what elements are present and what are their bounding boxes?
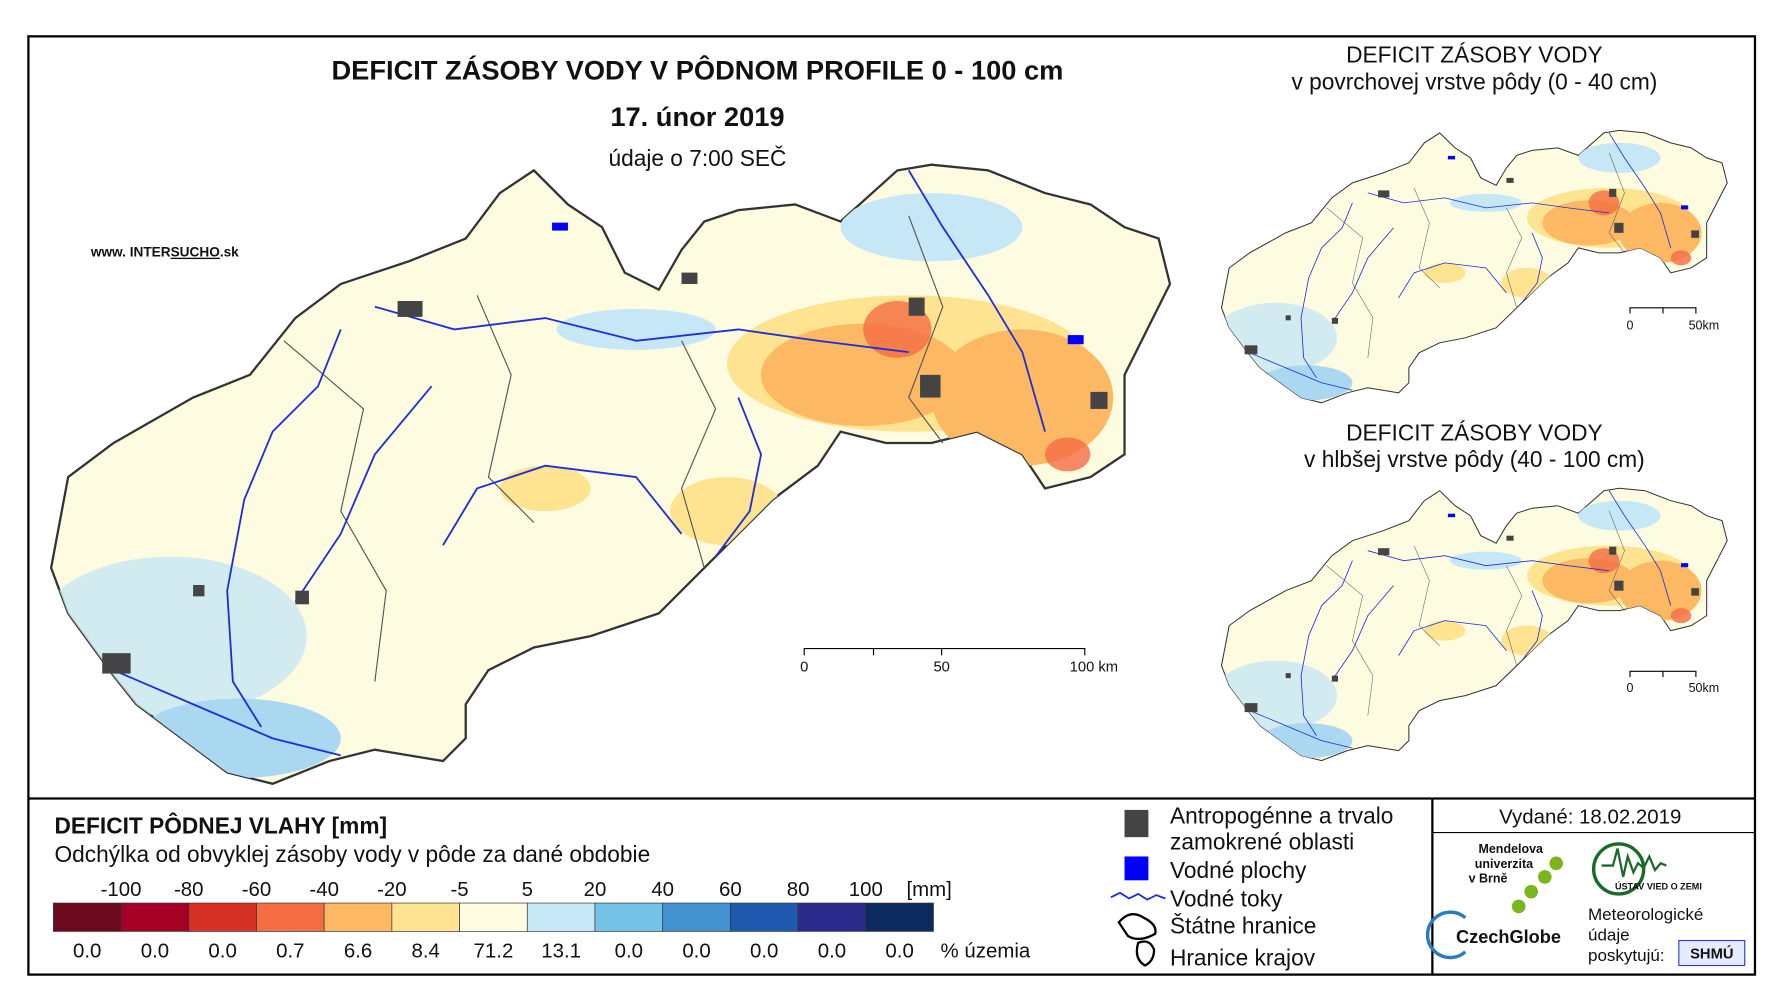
legend-swatch (797, 902, 867, 932)
legend-swatch (594, 902, 664, 932)
legend-percent: 0.0 (818, 940, 846, 963)
legend-swatch (256, 902, 325, 932)
legend-percent: 0.0 (141, 940, 169, 963)
legend-scale: 0.0 0.0 0.0 0.7 6.6 8.4 71.2 13.1 0.0 0.0 0.0 0.0 0.… (53, 878, 934, 963)
logo-text: Mendelova (1478, 842, 1544, 856)
legend-swatch (662, 902, 731, 932)
legend-swatch (323, 902, 393, 932)
scale-bar (803, 648, 1086, 656)
legend-percent: 0.0 (682, 940, 710, 963)
inset-subtitle: v hlbšej vrstve pôdy (40 - 100 cm) (1304, 446, 1645, 472)
legend-percent: 0.0 (885, 940, 913, 963)
scale-bar (1629, 307, 1697, 314)
symbol-label: Štátne hranice (1170, 913, 1316, 939)
logo-text: univerzita (1475, 857, 1534, 871)
website: www. INTERSUCHO.sk (90, 245, 239, 260)
legend-percent: 0.0 (73, 940, 101, 963)
legend-unit: [mm] (906, 878, 951, 901)
scale-label: 0 (1627, 318, 1634, 332)
logo-text: v Brně (1469, 872, 1508, 886)
legend-percent: 0.7 (276, 940, 304, 963)
scale-label: 100 km (1070, 659, 1118, 675)
logo-arc (1425, 910, 1467, 960)
legend-swatch (120, 902, 190, 932)
scale-label: 50km (1689, 318, 1720, 332)
symbol-state-border (1117, 913, 1157, 940)
logo-shmu-text: SHMÚ (1690, 945, 1733, 963)
legend-swatch (188, 902, 257, 932)
scale-label: 50 (933, 659, 949, 675)
legend-percent: 8.4 (412, 940, 440, 963)
logo-uvz-wave (1601, 848, 1667, 878)
symbol-label: Antropogénne a trvalo (1170, 803, 1393, 829)
website-part: www. INTER (90, 245, 171, 260)
inset-title: DEFICIT ZÁSOBY VODY (1346, 41, 1603, 67)
legend-swatch (526, 902, 596, 932)
legend-percent: 0.0 (615, 940, 643, 963)
legend-title: DEFICIT PÔDNEJ VLAHY [mm] (55, 813, 388, 839)
meteo-text: údaje (1588, 926, 1630, 945)
symbol-river (1110, 891, 1166, 901)
scale-label: 0 (800, 659, 808, 675)
meteo-text: poskytujú: (1588, 946, 1665, 965)
legend-percent: 13.1 (541, 940, 581, 963)
symbol-urban (1124, 809, 1149, 838)
legend-threshold: -60 (242, 878, 272, 901)
legend-threshold: -100 (101, 878, 142, 901)
legend-threshold: 20 (584, 878, 607, 901)
logo-dots (1511, 856, 1563, 914)
legend-percent: 0.0 (208, 940, 236, 963)
scale-bar (1629, 670, 1697, 677)
legend-threshold: -40 (309, 878, 339, 901)
note: údaje o 7:00 SEČ (608, 145, 786, 171)
legend-threshold: -20 (377, 878, 407, 901)
percent-label: % územia (941, 940, 1031, 963)
symbol-water (1124, 856, 1149, 881)
legend-percent: 0.0 (750, 940, 778, 963)
legend-threshold: 60 (719, 878, 742, 901)
website-part: SUCHO (171, 245, 221, 260)
legend-swatch (459, 902, 528, 932)
logo-czechglobe: CzechGlobe (1456, 927, 1561, 947)
legend-threshold: -80 (174, 878, 204, 901)
meteo-text: Meteorologické (1588, 905, 1703, 924)
inset-subtitle: v povrchovej vrstve pôdy (0 - 40 cm) (1291, 69, 1657, 95)
legend-percent: 71.2 (474, 940, 514, 963)
legend-swatch (391, 902, 460, 932)
main-title: DEFICIT ZÁSOBY VODY V PÔDNOM PROFILE 0 -… (332, 54, 1064, 86)
legend-swatch (53, 902, 122, 932)
legend-threshold: 40 (651, 878, 674, 901)
date: 17. únor 2019 (610, 101, 784, 132)
legend-threshold: -5 (450, 878, 468, 901)
symbol-region-border (1135, 940, 1156, 967)
symbol-label: Vodné toky (1170, 885, 1283, 911)
issued: Vydané: 18.02.2019 (1499, 806, 1681, 829)
legend-percent: 6.6 (344, 940, 372, 963)
legend-threshold: 80 (787, 878, 810, 901)
legend-subtitle: Odchýlka od obvyklej zásoby vody v pôde … (55, 841, 651, 867)
inset-title: DEFICIT ZÁSOBY VODY (1346, 420, 1603, 446)
symbol-label: zamokrené oblasti (1170, 829, 1354, 855)
legend-swatch (730, 902, 799, 932)
legend-swatch (865, 902, 934, 932)
scale-label: 50km (1689, 681, 1720, 695)
legend-threshold: 100 (849, 878, 883, 901)
symbol-label: Vodné plochy (1170, 857, 1307, 883)
legend-threshold: 5 (522, 878, 533, 901)
logo-shmu (1678, 939, 1746, 967)
symbol-label: Hranice krajov (1170, 945, 1316, 971)
logo-text: ÚSTAV VIED O ZEMI (1615, 880, 1702, 891)
scale-label: 0 (1627, 681, 1634, 695)
website-part: .sk (220, 245, 239, 260)
